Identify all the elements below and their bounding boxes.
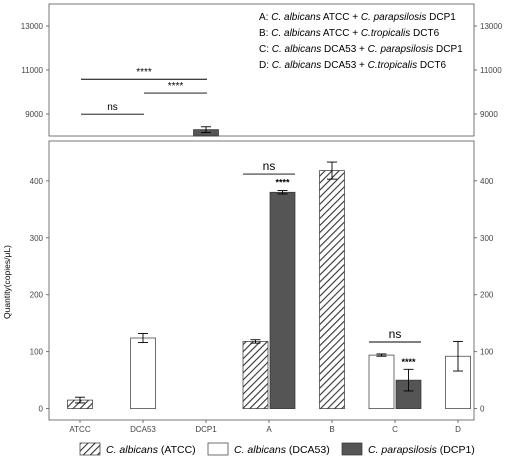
- legend-label-dca53: C. albicans (DCA53): [234, 444, 330, 456]
- lower-tick-label-left: 100: [30, 348, 44, 357]
- x-tick-label: ATCC: [69, 425, 90, 434]
- lower-tick-label-right: 0: [480, 405, 485, 414]
- annotation-line-d: D: C. albicans DCA53 + C.tropicalis DCT6: [259, 60, 446, 71]
- legend-swatch-dcp1: [341, 442, 363, 456]
- legend-label-dcp1: C. parapsilosis (DCP1): [368, 444, 475, 456]
- x-tick-label: DCA53: [130, 425, 156, 434]
- lower-tick-label-left: 300: [30, 234, 44, 243]
- significance-label: ns: [107, 102, 118, 113]
- lower-tick-label-right: 300: [480, 234, 494, 243]
- annotation-line-c: C: C. albicans DCA53 + C. parapsilosis D…: [259, 44, 463, 55]
- x-tick-label: B: [329, 425, 334, 434]
- annotation-line-b: B: C. albicans ATCC + C.tropicalis DCT6: [259, 28, 440, 39]
- significance-label: ****: [275, 177, 290, 187]
- y-axis-label: Quantity(copies/μL): [2, 245, 12, 319]
- legend-swatch-atcc: [79, 442, 101, 456]
- upper-tick-label-left: 11000: [21, 66, 43, 75]
- significance-label: ns: [389, 327, 402, 341]
- x-axis-ticks: ATCC DCA53 DCP1 A B C D: [69, 420, 461, 434]
- upper-tick-label-right: 11000: [480, 66, 502, 75]
- bar-C: [368, 354, 395, 409]
- significance-label: ****: [136, 67, 152, 78]
- lower-axis-ticks: 0 0 100 100 200 200 300 300 400 400: [30, 177, 494, 414]
- bar-A: [242, 341, 269, 409]
- lower-tick-label-right: 200: [480, 291, 494, 300]
- upper-tick-label-left: 9000: [25, 110, 43, 119]
- upper-axis-ticks: 9000 9000 11000 11000 13000 13000: [21, 22, 503, 119]
- upper-tick-label-left: 13000: [21, 22, 44, 31]
- legend-label-atcc: C. albicans (ATCC): [106, 444, 196, 456]
- lower-tick-label-left: 0: [39, 405, 44, 414]
- lower-tick-label-left: 200: [30, 291, 44, 300]
- lower-tick-label-right: 400: [480, 177, 494, 186]
- lower-tick-label-left: 400: [30, 177, 44, 186]
- legend-swatch-dca53: [207, 442, 229, 456]
- annotation-line-a: A: C. albicans ATCC + C. parapsilosis DC…: [259, 12, 456, 23]
- x-tick-label: C: [392, 425, 398, 434]
- x-tick-label: DCP1: [195, 425, 217, 434]
- significance-markers: **** **** ns ns **** ns ****: [81, 67, 421, 367]
- significance-label: ****: [168, 81, 184, 92]
- x-tick-label: D: [455, 425, 461, 434]
- error-bars: [75, 126, 463, 404]
- annotation-box: A: C. albicans ATCC + C. parapsilosis DC…: [259, 12, 463, 71]
- bar-DCA53: [130, 337, 156, 409]
- upper-tick-label-right: 9000: [480, 110, 498, 119]
- lower-tick-label-right: 100: [480, 348, 494, 357]
- bar-B: [319, 170, 345, 409]
- significance-label: ns: [263, 159, 276, 173]
- bar-A: [269, 191, 296, 409]
- x-tick-label: A: [266, 425, 272, 434]
- significance-label: ****: [401, 357, 416, 367]
- upper-tick-label-right: 13000: [480, 22, 503, 31]
- legend: C. albicans (ATCC) C. albicans (DCA53) C…: [79, 442, 475, 456]
- lower-panel-frame: [48, 140, 475, 421]
